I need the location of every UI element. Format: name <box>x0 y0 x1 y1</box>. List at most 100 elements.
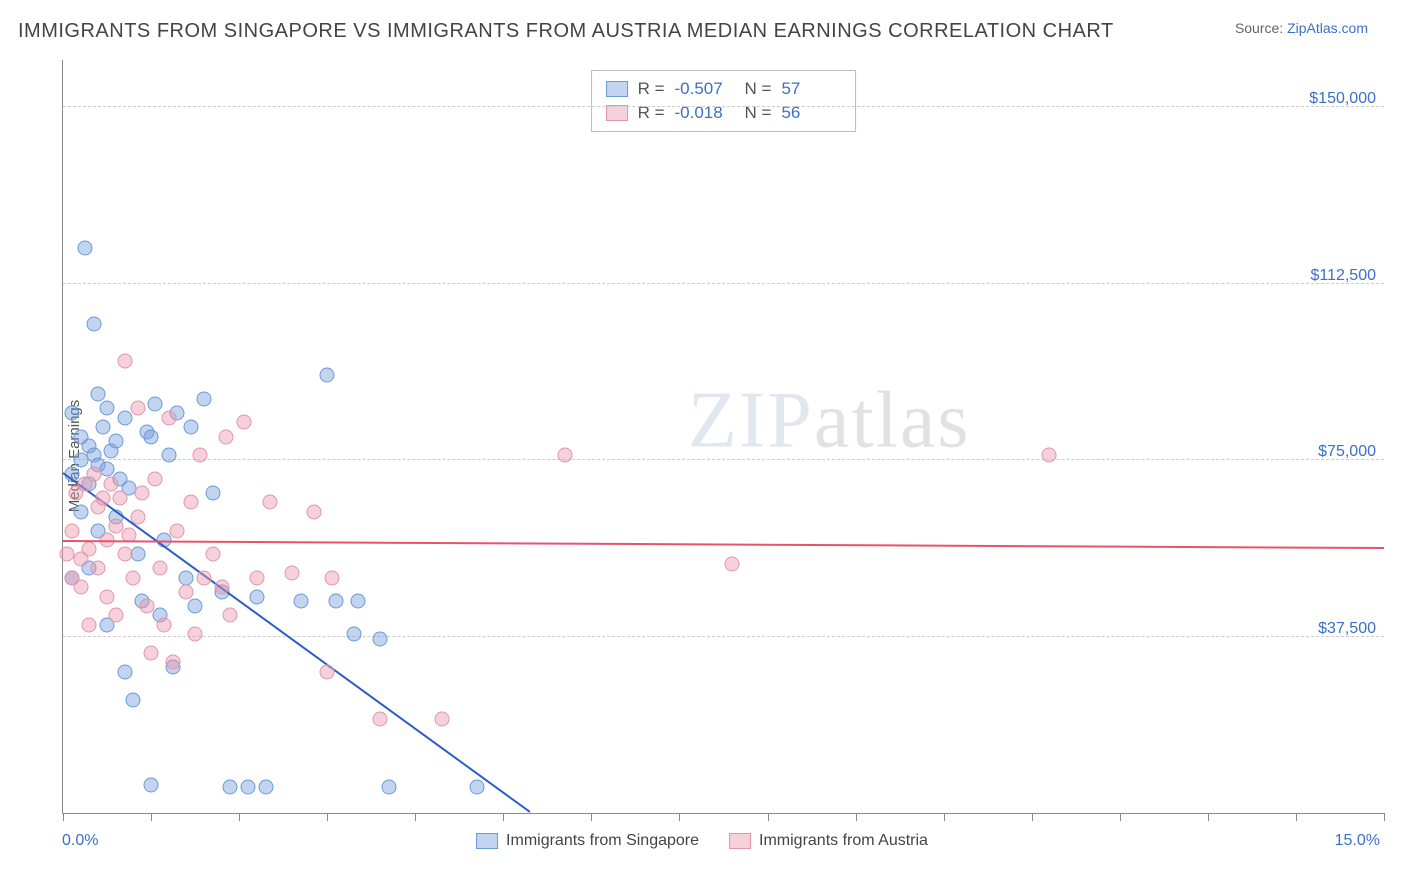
scatter-point-a <box>78 241 93 256</box>
scatter-point-a <box>117 664 132 679</box>
scatter-point-b <box>139 598 154 613</box>
scatter-point-b <box>113 490 128 505</box>
scatter-point-a <box>100 462 115 477</box>
scatter-point-b <box>188 627 203 642</box>
x-tick <box>63 813 64 821</box>
scatter-point-b <box>161 410 176 425</box>
gridline <box>63 459 1384 460</box>
swatch-series-a <box>606 81 628 97</box>
scatter-point-b <box>557 448 572 463</box>
scatter-point-a <box>346 627 361 642</box>
chart-container: Median Earnings ZIPatlas R = -0.507 N = … <box>18 50 1386 862</box>
scatter-point-b <box>152 561 167 576</box>
x-tick <box>768 813 769 821</box>
scatter-point-a <box>240 780 255 795</box>
scatter-point-b <box>64 523 79 538</box>
scatter-point-b <box>95 490 110 505</box>
stats-row-a: R = -0.507 N = 57 <box>606 77 842 101</box>
scatter-point-b <box>166 655 181 670</box>
scatter-point-b <box>73 580 88 595</box>
scatter-point-b <box>148 471 163 486</box>
scatter-point-b <box>108 518 123 533</box>
scatter-point-b <box>434 711 449 726</box>
scatter-point-b <box>249 570 264 585</box>
scatter-point-a <box>117 410 132 425</box>
scatter-point-b <box>262 495 277 510</box>
scatter-point-b <box>306 504 321 519</box>
x-tick <box>503 813 504 821</box>
x-tick <box>1032 813 1033 821</box>
x-tick <box>679 813 680 821</box>
scatter-point-a <box>373 631 388 646</box>
x-tick <box>1384 813 1385 821</box>
scatter-point-b <box>117 547 132 562</box>
scatter-point-b <box>214 580 229 595</box>
scatter-point-b <box>725 556 740 571</box>
scatter-point-b <box>100 589 115 604</box>
scatter-point-a <box>73 504 88 519</box>
scatter-point-a <box>161 448 176 463</box>
scatter-point-a <box>100 401 115 416</box>
scatter-point-b <box>324 570 339 585</box>
scatter-point-a <box>144 429 159 444</box>
scatter-point-a <box>249 589 264 604</box>
scatter-point-b <box>170 523 185 538</box>
y-tick-label: $112,500 <box>1310 267 1376 285</box>
scatter-point-b <box>192 448 207 463</box>
x-tick <box>1296 813 1297 821</box>
scatter-point-b <box>108 608 123 623</box>
scatter-point-a <box>144 777 159 792</box>
source-label: Source: ZipAtlas.com <box>1235 20 1368 36</box>
x-tick <box>1208 813 1209 821</box>
scatter-point-b <box>236 415 251 430</box>
x-tick <box>591 813 592 821</box>
source-link[interactable]: ZipAtlas.com <box>1287 20 1368 36</box>
scatter-point-a <box>205 485 220 500</box>
scatter-point-b <box>91 561 106 576</box>
scatter-point-b <box>205 547 220 562</box>
x-tick <box>856 813 857 821</box>
scatter-point-a <box>469 780 484 795</box>
x-tick <box>239 813 240 821</box>
scatter-point-b <box>223 608 238 623</box>
legend-label-a: Immigrants from Singapore <box>506 832 699 850</box>
scatter-point-b <box>135 485 150 500</box>
scatter-point-b <box>82 617 97 632</box>
scatter-point-b <box>1042 448 1057 463</box>
swatch-series-a <box>476 833 498 849</box>
scatter-point-a <box>91 387 106 402</box>
x-tick <box>944 813 945 821</box>
watermark: ZIPatlas <box>688 376 971 467</box>
scatter-point-a <box>95 420 110 435</box>
x-min-label: 0.0% <box>62 832 98 850</box>
swatch-series-b <box>729 833 751 849</box>
scatter-point-a <box>320 368 335 383</box>
scatter-point-a <box>258 780 273 795</box>
scatter-point-b <box>130 509 145 524</box>
y-tick-label: $150,000 <box>1309 90 1376 108</box>
legend-label-b: Immigrants from Austria <box>759 832 928 850</box>
scatter-point-b <box>104 476 119 491</box>
legend-item-b: Immigrants from Austria <box>729 832 928 850</box>
scatter-point-a <box>179 570 194 585</box>
scatter-point-b <box>130 401 145 416</box>
scatter-point-b <box>144 646 159 661</box>
scatter-point-a <box>108 434 123 449</box>
scatter-point-b <box>82 542 97 557</box>
scatter-point-a <box>196 391 211 406</box>
scatter-point-b <box>284 565 299 580</box>
scatter-point-a <box>351 594 366 609</box>
gridline <box>63 283 1384 284</box>
scatter-point-a <box>329 594 344 609</box>
x-tick <box>327 813 328 821</box>
scatter-point-a <box>130 547 145 562</box>
scatter-point-b <box>196 570 211 585</box>
scatter-point-b <box>157 617 172 632</box>
scatter-point-b <box>183 495 198 510</box>
scatter-point-a <box>381 780 396 795</box>
scatter-point-a <box>183 420 198 435</box>
gridline <box>63 636 1384 637</box>
legend-item-a: Immigrants from Singapore <box>476 832 699 850</box>
scatter-point-b <box>320 664 335 679</box>
chart-title: IMMIGRANTS FROM SINGAPORE VS IMMIGRANTS … <box>18 20 1114 43</box>
